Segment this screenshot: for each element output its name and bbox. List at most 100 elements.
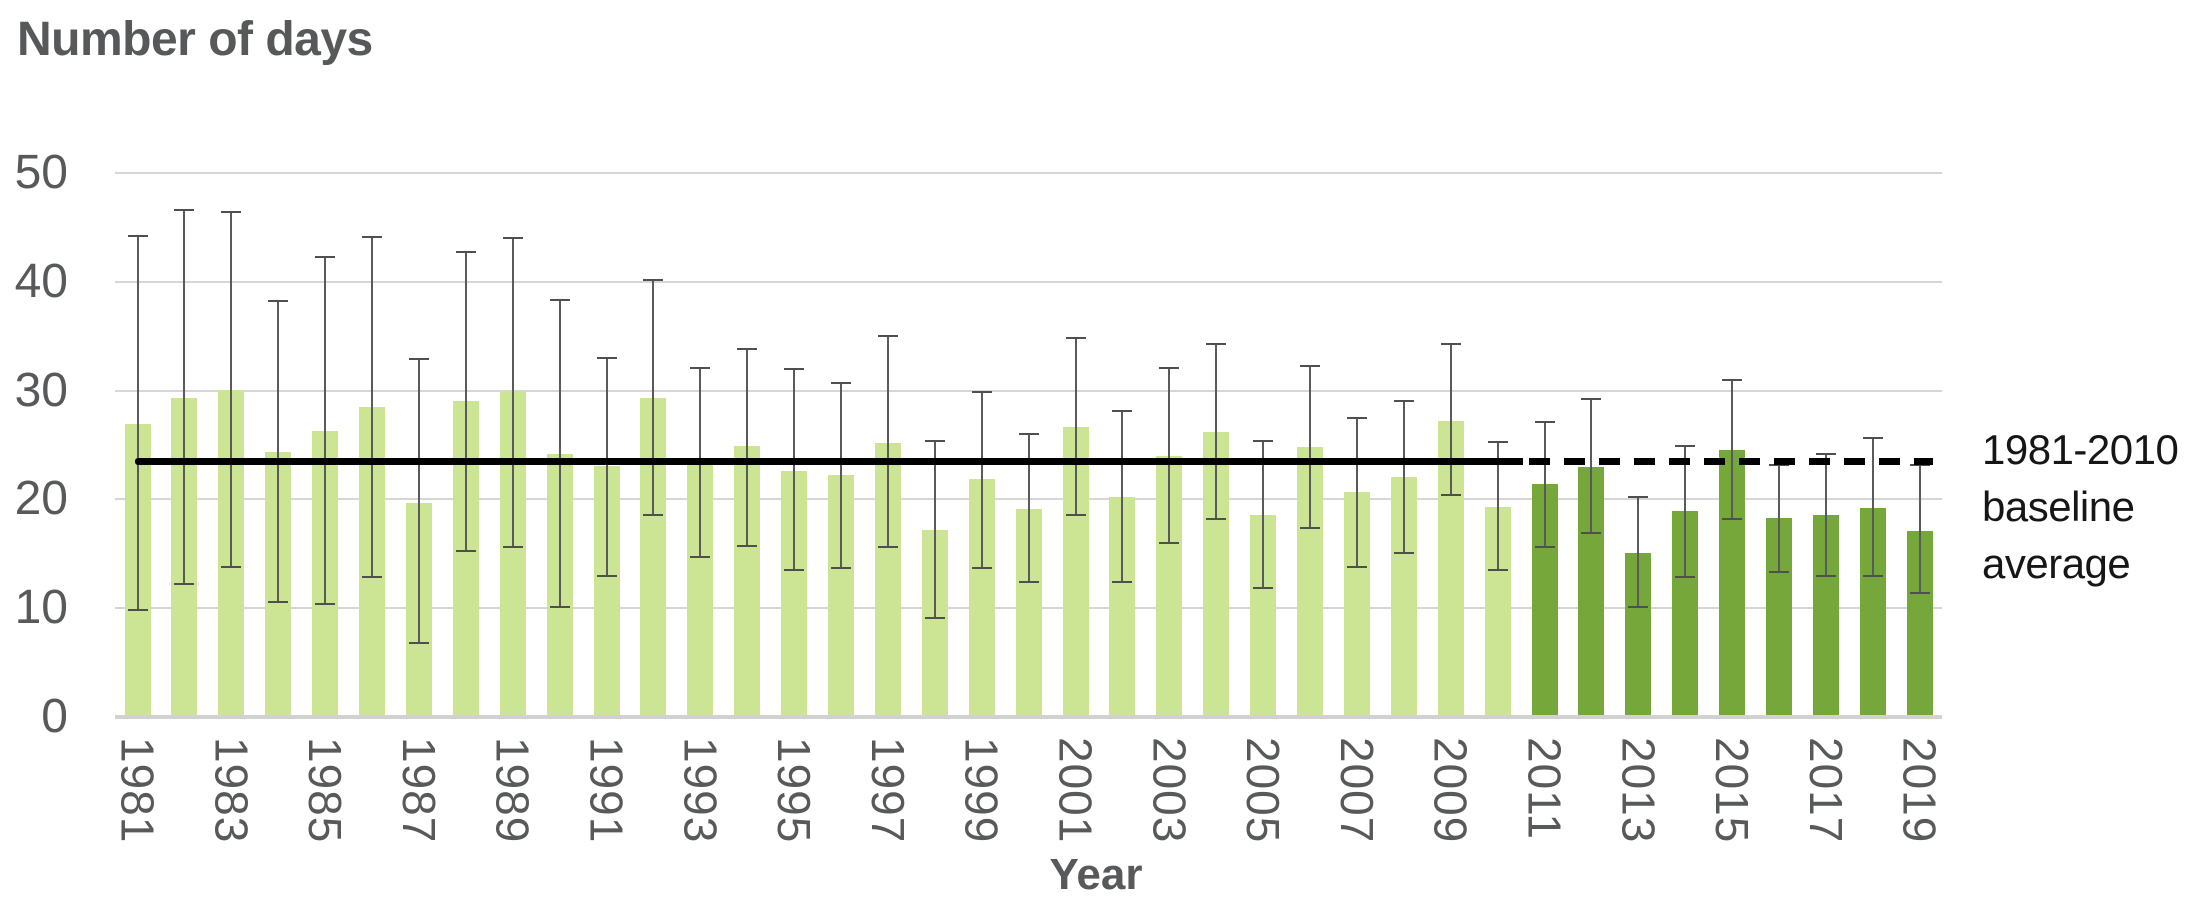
error-bar-cap-top-2008 — [1393, 400, 1414, 403]
y-tick-30: 30 — [14, 363, 68, 417]
annotation-line-2: baseline — [1982, 483, 2135, 530]
x-axis-title: Year — [1049, 850, 1143, 899]
error-bar-1988 — [464, 252, 467, 551]
error-bar-2011 — [1543, 422, 1546, 548]
error-bar-cap-top-1996 — [831, 381, 851, 384]
error-bar-cap-bottom-1995 — [784, 569, 805, 572]
error-bar-2003 — [1168, 367, 1171, 543]
error-bar-cap-top-1985 — [315, 255, 336, 258]
x-tick-1987: 1987 — [392, 737, 445, 844]
error-bar-2002 — [1121, 411, 1124, 583]
error-bar-cap-bottom-2004 — [1206, 517, 1227, 520]
error-bar-cap-top-2014 — [1675, 445, 1696, 448]
error-bar-cap-top-1988 — [455, 251, 476, 254]
x-tick-1999: 1999 — [955, 737, 1008, 844]
x-tick-2011: 2011 — [1518, 737, 1571, 840]
error-bar-cap-top-1991 — [596, 356, 617, 359]
error-bar-cap-top-2005 — [1253, 439, 1274, 442]
error-bar-1982 — [183, 209, 186, 585]
error-bar-cap-top-1987 — [408, 358, 429, 361]
error-bar-cap-top-1999 — [971, 390, 992, 393]
error-bar-cap-bottom-1998 — [924, 616, 945, 619]
x-tick-1991: 1991 — [580, 737, 633, 844]
error-bar-cap-top-2009 — [1440, 342, 1461, 345]
error-bar-cap-top-2013 — [1628, 496, 1649, 499]
error-bar-cap-bottom-1994 — [737, 545, 758, 548]
error-bar-cap-top-1993 — [690, 366, 711, 369]
error-bar-2017 — [1824, 453, 1827, 576]
chart-title: Number of days — [17, 13, 373, 66]
error-bar-cap-bottom-2006 — [1300, 526, 1320, 529]
error-bar-cap-top-2011 — [1534, 421, 1555, 424]
error-bar-cap-bottom-2010 — [1487, 569, 1508, 572]
error-bar-cap-top-2004 — [1206, 342, 1227, 345]
error-bar-cap-bottom-1982 — [174, 583, 195, 586]
error-bar-cap-top-1998 — [924, 439, 945, 442]
error-bar-1984 — [277, 301, 280, 602]
error-bar-cap-top-2003 — [1159, 366, 1180, 369]
error-bar-cap-bottom-2014 — [1675, 575, 1696, 578]
error-bar-2000 — [1027, 434, 1030, 583]
error-bar-cap-top-1986 — [362, 236, 382, 239]
error-bar-cap-bottom-2007 — [1346, 565, 1367, 568]
x-tick-2019: 2019 — [1893, 737, 1946, 844]
error-bar-2006 — [1309, 365, 1311, 528]
error-bar-2001 — [1074, 338, 1077, 515]
y-tick-50: 50 — [14, 146, 68, 199]
error-bar-cap-top-1990 — [549, 299, 570, 302]
error-bar-cap-bottom-2002 — [1112, 581, 1133, 584]
error-bar-1998 — [933, 440, 936, 618]
error-bar-cap-bottom-1987 — [408, 642, 429, 645]
error-bar-cap-bottom-1996 — [831, 566, 851, 569]
error-bar-cap-top-1982 — [174, 208, 195, 211]
error-bar-cap-top-1997 — [877, 335, 898, 338]
error-bar-cap-bottom-1986 — [362, 575, 382, 578]
error-bar-1992 — [652, 279, 655, 515]
error-bar-1997 — [886, 336, 889, 548]
x-tick-2009: 2009 — [1424, 737, 1477, 844]
error-bar-cap-top-2010 — [1487, 440, 1508, 443]
error-bar-2008 — [1402, 401, 1405, 553]
x-tick-2013: 2013 — [1612, 737, 1665, 844]
error-bar-cap-bottom-1984 — [268, 600, 289, 603]
error-bar-cap-bottom-2008 — [1393, 551, 1414, 554]
error-bar-cap-bottom-1985 — [315, 602, 336, 605]
error-bar-1987 — [417, 359, 420, 643]
annotation-line-1: 1981-2010 — [1982, 426, 2179, 473]
error-bar-1986 — [371, 237, 373, 577]
error-bar-cap-bottom-1993 — [690, 556, 711, 559]
x-tick-1989: 1989 — [486, 737, 539, 844]
error-bar-cap-bottom-1992 — [643, 513, 664, 516]
y-tick-40: 40 — [14, 254, 68, 308]
x-tick-1995: 1995 — [768, 737, 821, 844]
error-bar-cap-bottom-1991 — [596, 574, 617, 577]
baseline-annotation: 1981-2010 baseline average — [1982, 421, 2179, 592]
error-bar-cap-top-1992 — [643, 278, 664, 281]
error-bar-1983 — [230, 212, 233, 567]
error-bar-cap-bottom-2015 — [1722, 517, 1743, 520]
error-bar-2012 — [1590, 399, 1593, 534]
error-bar-cap-bottom-2001 — [1065, 513, 1086, 516]
x-tick-1997: 1997 — [861, 737, 914, 844]
x-axis-line — [115, 715, 1942, 719]
error-bar-cap-bottom-1989 — [502, 546, 523, 549]
error-bar-cap-top-2007 — [1346, 416, 1367, 419]
error-bar-1991 — [605, 357, 608, 576]
error-bar-cap-bottom-1981 — [127, 609, 148, 612]
error-bar-cap-top-2018 — [1862, 437, 1883, 440]
x-tick-2007: 2007 — [1330, 737, 1383, 844]
error-bar-cap-bottom-2018 — [1862, 574, 1883, 577]
error-bar-cap-top-2017 — [1815, 452, 1836, 455]
error-bar-1995 — [793, 368, 796, 571]
x-tick-2005: 2005 — [1237, 737, 1290, 844]
x-tick-2001: 2001 — [1049, 737, 1102, 844]
error-bar-cap-bottom-2016 — [1769, 571, 1789, 574]
error-bar-cap-bottom-2005 — [1253, 586, 1274, 589]
error-bar-cap-top-1983 — [221, 211, 242, 214]
error-bar-cap-bottom-1988 — [455, 549, 476, 552]
error-bar-cap-bottom-1999 — [971, 566, 992, 569]
gridline-40 — [115, 280, 1942, 283]
error-bar-cap-top-1981 — [127, 235, 148, 238]
error-bar-2007 — [1355, 417, 1358, 567]
error-bar-2015 — [1731, 379, 1734, 519]
